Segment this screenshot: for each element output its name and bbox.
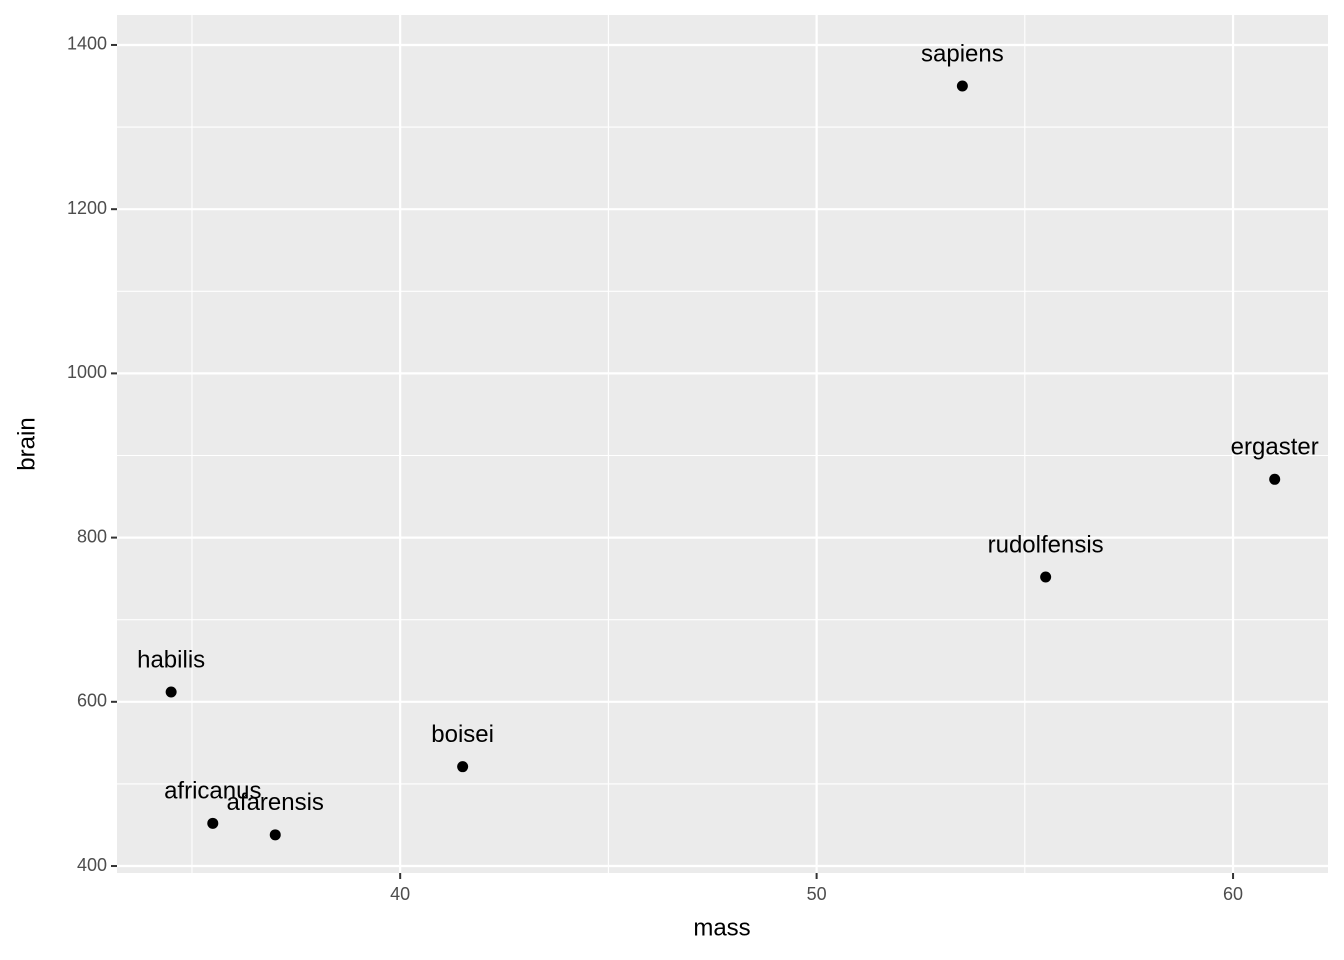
point-label: africanus: [164, 778, 261, 805]
point: [956, 80, 968, 92]
point-label: sapiens: [921, 40, 1004, 67]
point-label: afarensis: [227, 789, 324, 816]
point-label: habilis: [137, 646, 205, 673]
panel: [117, 15, 1328, 873]
y-tick-label: 600: [77, 691, 107, 711]
point: [207, 817, 219, 829]
y-tick-label: 1000: [67, 362, 107, 382]
y-axis-title: brain: [13, 417, 40, 470]
x-axis-title: mass: [693, 914, 750, 941]
y-tick-label: 400: [77, 855, 107, 875]
point: [457, 761, 469, 773]
point: [1040, 571, 1052, 583]
point: [165, 686, 177, 698]
y-tick-label: 800: [77, 526, 107, 546]
x-tick-label: 60: [1223, 884, 1243, 904]
point: [269, 829, 281, 841]
x-tick-label: 40: [390, 884, 410, 904]
y-tick-label: 1200: [67, 198, 107, 218]
point-label: rudolfensis: [988, 531, 1104, 558]
x-tick-label: 50: [807, 884, 827, 904]
point-label: boisei: [431, 721, 494, 748]
point: [1269, 473, 1281, 485]
y-tick-label: 1400: [67, 34, 107, 54]
point-label: ergaster: [1231, 434, 1319, 461]
